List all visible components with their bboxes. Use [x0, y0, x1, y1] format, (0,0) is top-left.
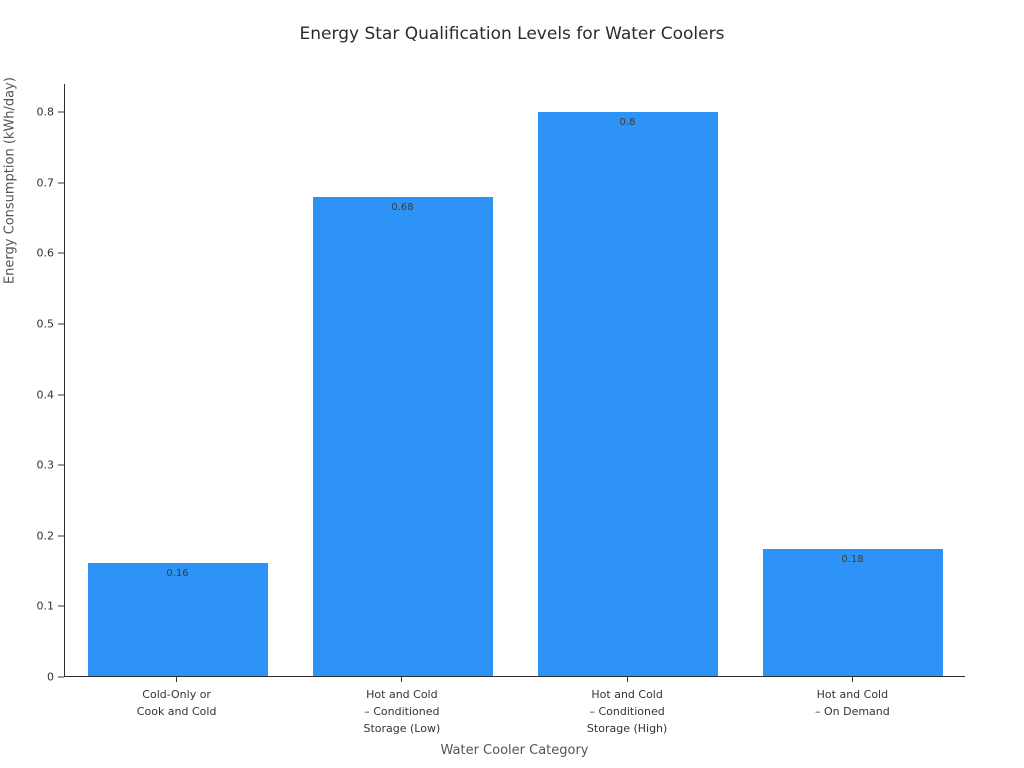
x-tick-0: Cold-Only or Cook and Cold [64, 677, 289, 737]
y-tick-label-3: 0.3 [36, 458, 55, 472]
y-tick-mark-0 [58, 676, 64, 678]
y-tick-mark-3 [58, 464, 64, 466]
y-tick-7: 0.7 [36, 176, 64, 190]
y-tick-1: 0.1 [36, 599, 64, 613]
y-tick-3: 0.3 [36, 458, 64, 472]
x-tick-label-1: Hot and Cold – Conditioned Storage (Low) [363, 688, 441, 736]
bar-1: 0.68 [312, 196, 493, 676]
y-tick-label-4: 0.4 [36, 388, 55, 402]
bar-value-label-1: 0.68 [391, 201, 414, 213]
x-tick-3: Hot and Cold – On Demand [740, 677, 965, 737]
plot-area: 0.16 0.68 0.8 0.18 [64, 84, 965, 677]
x-axis-title: Water Cooler Category [440, 743, 589, 758]
bar-0: 0.16 [87, 563, 268, 676]
y-axis-ticks: 0 0.1 0.2 0.3 0.4 0.5 0.6 0.7 0.8 [0, 84, 64, 684]
bar-3: 0.18 [762, 549, 943, 676]
chart-title: Energy Star Qualification Levels for Wat… [299, 24, 725, 44]
y-tick-label-6: 0.6 [36, 246, 55, 260]
x-tick-mark-0 [176, 677, 178, 682]
y-tick-mark-4 [58, 394, 64, 396]
y-tick-mark-8 [58, 111, 64, 113]
bar-value-label-0: 0.16 [166, 568, 189, 580]
y-tick-label-5: 0.5 [36, 317, 55, 331]
bar-slot-3: 0.18 [740, 84, 965, 676]
bar-value-label-2: 0.8 [619, 117, 636, 129]
x-tick-label-2: Hot and Cold – Conditioned Storage (High… [586, 688, 668, 736]
bar-slot-0: 0.16 [65, 84, 290, 676]
x-tick-mark-3 [851, 677, 853, 682]
bar-slot-1: 0.68 [290, 84, 515, 676]
x-tick-label-0: Cold-Only or Cook and Cold [136, 688, 217, 719]
y-tick-mark-1 [58, 605, 64, 607]
y-tick-2: 0.2 [36, 529, 64, 543]
y-tick-mark-5 [58, 323, 64, 325]
bar-value-label-3: 0.18 [841, 554, 864, 566]
x-tick-mark-1 [401, 677, 403, 682]
bar-2: 0.8 [537, 112, 718, 676]
y-tick-mark-6 [58, 252, 64, 254]
x-tick-1: Hot and Cold – Conditioned Storage (Low) [289, 677, 514, 737]
y-tick-mark-7 [58, 182, 64, 184]
y-tick-4: 0.4 [36, 388, 64, 402]
y-tick-6: 0.6 [36, 246, 64, 260]
bar-slot-2: 0.8 [515, 84, 740, 676]
x-tick-label-3: Hot and Cold – On Demand [814, 688, 890, 719]
y-tick-label-0: 0 [47, 670, 54, 684]
y-tick-label-7: 0.7 [36, 176, 55, 190]
x-tick-2: Hot and Cold – Conditioned Storage (High… [515, 677, 740, 737]
y-tick-mark-2 [58, 535, 64, 537]
y-tick-label-8: 0.8 [36, 105, 55, 119]
y-tick-0: 0 [47, 671, 64, 684]
y-tick-label-1: 0.1 [36, 599, 55, 613]
y-tick-label-2: 0.2 [36, 529, 55, 543]
x-tick-mark-2 [626, 677, 628, 682]
y-tick-5: 0.5 [36, 317, 64, 331]
y-tick-8: 0.8 [36, 105, 64, 119]
x-axis-ticks: Cold-Only or Cook and Cold Hot and Cold –… [64, 677, 965, 737]
